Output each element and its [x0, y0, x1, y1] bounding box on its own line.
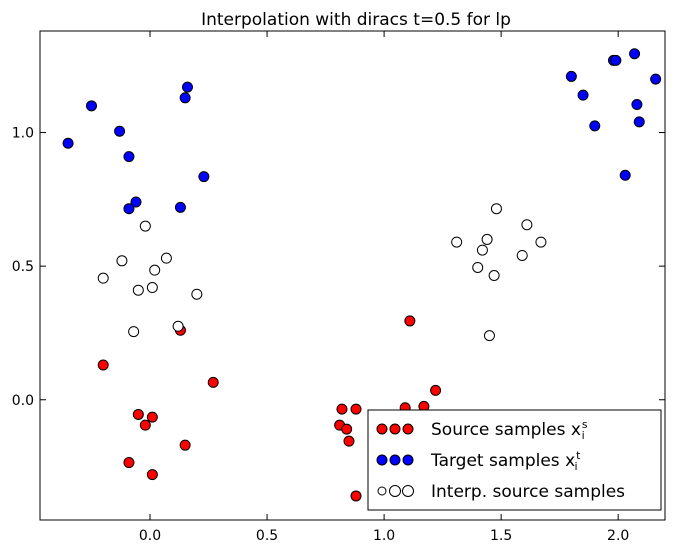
legend-entry: Interp. source samples — [377, 482, 625, 502]
data-point — [472, 261, 484, 273]
legend: Source samples xs i Target samples xt i Inte… — [367, 409, 662, 511]
legend-entry: Target samples xt i — [376, 449, 581, 473]
legend-marker — [389, 454, 401, 466]
x-tick-label: 2.0 — [607, 528, 629, 544]
data-point — [341, 423, 353, 435]
axes-frame — [39, 30, 666, 521]
data-point — [132, 284, 144, 296]
data-point — [123, 457, 135, 469]
data-point — [488, 270, 500, 281]
y-tick-label: 0.5 — [12, 259, 34, 275]
data-point — [207, 376, 219, 388]
legend-box — [367, 409, 662, 511]
data-point — [481, 233, 493, 245]
data-point — [451, 236, 463, 248]
legend-marker — [377, 486, 387, 496]
data-point — [128, 326, 140, 338]
legend-label: Source samples xs i — [431, 418, 588, 442]
data-point — [629, 48, 641, 60]
data-point — [85, 100, 97, 112]
data-point — [181, 81, 193, 93]
series-2 — [97, 203, 547, 342]
data-point — [160, 252, 172, 264]
data-point — [336, 403, 348, 415]
data-point — [577, 89, 589, 101]
data-point — [198, 171, 210, 183]
data-point — [123, 151, 135, 163]
data-point — [633, 116, 645, 128]
data-point — [404, 315, 416, 327]
data-point — [139, 419, 151, 431]
y-tick-label: 1.0 — [12, 126, 34, 142]
data-point — [179, 439, 191, 451]
data-point — [62, 137, 74, 149]
data-point — [535, 236, 547, 248]
legend-entry: Source samples xs i — [376, 418, 588, 442]
data-point — [490, 203, 502, 215]
data-point — [174, 201, 186, 213]
data-point — [116, 255, 128, 267]
data-point — [149, 264, 161, 276]
data-point — [476, 244, 488, 256]
legend-marker — [389, 485, 401, 497]
data-point — [565, 70, 577, 82]
data-point — [516, 249, 528, 261]
data-point — [650, 73, 662, 85]
data-point — [130, 196, 142, 208]
data-point — [483, 330, 495, 342]
legend-label: Target samples xt i — [430, 449, 581, 473]
legend-marker — [402, 423, 414, 435]
x-tick-label: 0.0 — [139, 528, 161, 544]
legend-marker — [402, 454, 414, 466]
data-point — [97, 272, 109, 284]
data-points — [62, 48, 662, 502]
data-point — [132, 408, 144, 420]
data-point — [631, 98, 643, 110]
data-point — [139, 220, 151, 232]
data-point — [146, 282, 158, 294]
data-point — [343, 435, 355, 447]
data-point — [114, 125, 126, 137]
data-point — [430, 384, 442, 396]
data-point — [179, 92, 191, 104]
legend-marker — [376, 423, 388, 435]
legend-marker — [402, 485, 414, 497]
x-tick-label: 1.5 — [490, 528, 512, 544]
data-point — [146, 411, 158, 423]
data-point — [123, 203, 135, 215]
data-point — [191, 288, 203, 300]
data-point — [619, 169, 631, 181]
axes: 0.0 0.5 1.0 1.5 2.0 0.0 0.5 1.0 — [12, 30, 666, 544]
data-point — [97, 359, 109, 371]
chart-title: Interpolation with diracs t=0.5 for lp — [201, 10, 511, 30]
data-point — [350, 490, 362, 502]
x-tick-label: 1.0 — [373, 528, 395, 544]
legend-label: Interp. source samples — [431, 482, 625, 502]
data-point — [172, 320, 184, 332]
series-1 — [62, 48, 662, 215]
data-point — [610, 54, 622, 66]
data-point — [589, 120, 601, 132]
legend-marker — [376, 454, 388, 466]
data-point — [521, 219, 533, 231]
legend-marker — [389, 423, 401, 435]
y-tick-label: 0.0 — [12, 393, 34, 409]
data-point — [350, 403, 362, 415]
x-tick-label: 0.5 — [256, 528, 278, 544]
data-point — [146, 469, 158, 481]
